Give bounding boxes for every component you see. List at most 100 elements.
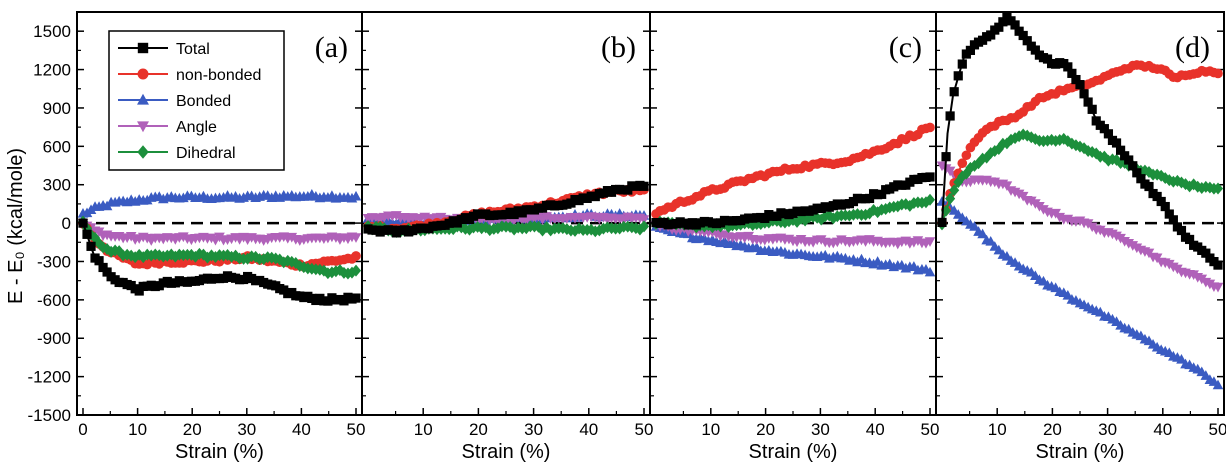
data-point [638,215,650,225]
x-tick-label: 40 [866,420,885,439]
panels-layer: -1500-1200-900-600-300030060090012001500… [28,11,1226,463]
data-point [1213,260,1223,270]
data-point [1079,89,1089,99]
x-tick-label: 30 [524,420,543,439]
data-point [186,248,197,261]
x-tick-label: 50 [635,420,654,439]
data-point [924,193,936,206]
data-point [250,250,261,263]
y-tick-label: 1200 [33,61,71,80]
legend-label: Dihedral [176,145,236,162]
data-point [1066,137,1077,150]
data-point [198,248,209,261]
data-point [1111,138,1122,148]
data-point [969,221,980,231]
series-total [363,180,649,238]
x-axis-title: Strain (%) [749,441,838,463]
data-point [1128,161,1138,171]
data-point [106,245,117,258]
legend-marker [137,68,149,80]
data-point [925,172,935,182]
data-point [791,215,803,228]
data-point [900,236,912,247]
data-point [102,267,112,277]
data-point [1018,30,1028,41]
data-point [1212,182,1224,195]
data-point [1168,215,1178,225]
legend-marker [137,121,149,133]
data-point [1022,36,1032,46]
data-point [242,252,253,265]
x-tick-label: 10 [701,420,720,439]
data-point [1144,181,1154,192]
panel-label: (d) [1175,31,1210,64]
data-point [1005,133,1017,146]
data-point [994,22,1004,32]
data-point [1212,379,1224,390]
data-point [1038,205,1049,215]
legend-entry: Dihedral [118,145,236,162]
panel-3: 10 20 30 40 50 Strain (%) (c) [649,11,939,463]
data-point [78,218,88,228]
data-point [1184,234,1195,245]
data-point [864,207,875,220]
data-point [541,221,552,234]
y-tick-label: 1500 [33,22,71,41]
data-point [346,266,358,279]
data-point [1087,104,1097,114]
panel-2: 10 20 30 40 50 Strain (%) (b) [361,11,654,463]
x-tick-label: 20 [183,420,202,439]
x-tick-label: 40 [292,420,311,439]
data-point [1103,129,1114,139]
x-tick-label: 10 [414,420,433,439]
data-point [350,264,362,277]
data-point [1001,181,1013,191]
legend-marker [137,145,149,159]
data-point [86,241,96,251]
data-point [1152,191,1162,202]
data-point [1164,209,1174,219]
data-point [230,249,241,262]
data-point [985,235,996,246]
data-point [973,157,984,170]
data-point [1030,45,1040,55]
data-point [1099,124,1109,134]
data-point [800,214,811,227]
data-point [1026,131,1037,144]
data-point [1132,168,1142,178]
data-point [957,59,967,69]
data-point [945,111,955,121]
data-point [190,250,201,263]
x-tick-label: 40 [1153,420,1172,439]
data-point [1124,155,1134,165]
data-point [573,222,585,235]
data-point [1071,74,1081,85]
panel-label: (b) [601,31,636,64]
data-point [969,159,980,172]
series-bonded [77,189,362,218]
data-point [638,220,650,233]
data-point [1010,20,1020,30]
y-tick-label: -1200 [28,368,71,387]
data-point [206,249,217,262]
data-point [569,224,581,237]
data-point [924,237,936,247]
x-axis-title: Strain (%) [462,441,551,463]
data-point [1160,201,1170,212]
data-point [1083,97,1093,107]
y-tick-label: -300 [37,252,71,271]
data-point [1176,225,1187,236]
y-tick-label: 0 [62,214,71,233]
data-point [965,45,976,55]
legend: Total non-bonded Bonded Angle Dihedral [108,30,285,171]
x-axis-title: Strain (%) [175,441,264,463]
legend-entry: Angle [118,119,217,136]
y-axis-title: E - E₀ (kcal/mole) [5,148,27,304]
data-point [350,190,362,201]
x-tick-label: 50 [347,420,366,439]
data-point [598,222,609,235]
data-point [965,161,976,174]
data-point [986,30,996,40]
x-tick-label: 10 [128,420,147,439]
